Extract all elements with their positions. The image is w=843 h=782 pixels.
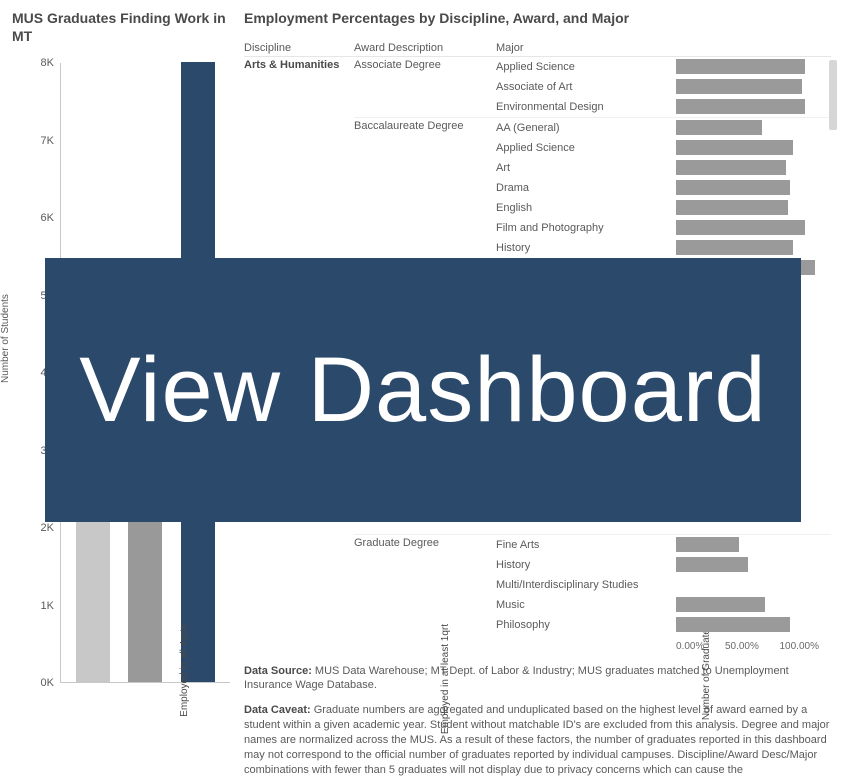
hbar [676, 220, 805, 235]
bar-chart-xaxis: Employed in all 4qrts Employed in at leas… [48, 624, 843, 734]
major-row[interactable]: Associate of Art [496, 77, 831, 97]
major-label: Associate of Art [496, 81, 676, 93]
hbar [676, 160, 786, 175]
hbar [676, 537, 739, 552]
hbar-cell [676, 537, 831, 552]
major-label: Drama [496, 182, 676, 194]
hbar-cell [676, 220, 831, 235]
award-block: Graduate DegreeFine Arts History Multi/Int… [354, 534, 831, 635]
hbar-cell [676, 617, 831, 632]
major-row[interactable]: English [496, 198, 831, 218]
header-bar [676, 42, 831, 54]
major-row[interactable]: Music [496, 595, 831, 615]
hbar [676, 180, 790, 195]
major-label: Environmental Design [496, 101, 676, 113]
major-label: English [496, 202, 676, 214]
hbar-cell [676, 200, 831, 215]
hbar-cell [676, 160, 831, 175]
hbar-cell [676, 99, 831, 114]
bar-xlabel: Number of Graduates [690, 624, 724, 734]
award-label: Associate Degree [354, 57, 496, 117]
header-major: Major [496, 42, 676, 54]
major-label: Applied Science [496, 61, 676, 73]
left-chart-title: MUS Graduates Finding Work in MT [12, 10, 230, 45]
major-row[interactable]: Fine Arts [496, 535, 831, 555]
hbar [676, 557, 748, 572]
major-label: Fine Arts [496, 539, 676, 551]
view-dashboard-overlay[interactable]: View Dashboard [45, 258, 801, 522]
ytick: 6K [41, 212, 54, 224]
hbar [676, 617, 790, 632]
major-rows: Applied Science Associate of Art Environme… [496, 57, 831, 117]
major-label: History [496, 559, 676, 571]
ytick: 2K [41, 522, 54, 534]
major-row[interactable]: History [496, 238, 831, 258]
ytick: 8K [41, 57, 54, 69]
major-row[interactable]: Art [496, 158, 831, 178]
major-label: Multi/Interdisciplinary Studies [496, 579, 676, 591]
hbar-cell [676, 597, 831, 612]
bar-xlabel: Employed in at least 1qrt [429, 624, 463, 734]
hbar-cell [676, 59, 831, 74]
header-award: Award Description [354, 42, 496, 54]
major-label: Film and Photography [496, 222, 676, 234]
table-header: Discipline Award Description Major [244, 42, 831, 54]
major-label: History [496, 242, 676, 254]
major-label: Art [496, 162, 676, 174]
major-row[interactable]: Applied Science [496, 138, 831, 158]
ytick: 7K [41, 135, 54, 147]
hbar-cell [676, 240, 831, 255]
hbar-cell [676, 180, 831, 195]
award-block: Baccalaureate DegreeAA (General) Applied … [354, 117, 831, 278]
major-row[interactable]: Drama [496, 178, 831, 198]
award-block: Associate DegreeApplied Science Associate… [354, 57, 831, 117]
major-row[interactable]: Multi/Interdisciplinary Studies [496, 575, 831, 595]
major-label: Applied Science [496, 142, 676, 154]
hbar-cell [676, 140, 831, 155]
hbar [676, 120, 762, 135]
award-label: Graduate Degree [354, 535, 496, 635]
hbar [676, 200, 788, 215]
hbar-cell [676, 120, 831, 135]
major-row[interactable]: Environmental Design [496, 97, 831, 117]
bar-xlabel: Employed in all 4qrts [168, 624, 202, 734]
hbar [676, 99, 805, 114]
hbar [676, 59, 805, 74]
hbar-cell [676, 79, 831, 94]
major-row[interactable]: AA (General) [496, 118, 831, 138]
bar-chart-ylabel: Number of Students [0, 294, 11, 383]
hbar [676, 79, 802, 94]
hbar [676, 140, 793, 155]
hbar [676, 240, 793, 255]
header-discipline: Discipline [244, 42, 354, 54]
major-row[interactable]: History [496, 555, 831, 575]
major-rows: Fine Arts History Multi/Interdisciplinary … [496, 535, 831, 635]
right-panel-title: Employment Percentages by Discipline, Aw… [244, 10, 831, 28]
major-label: Music [496, 599, 676, 611]
major-row[interactable]: Film and Photography [496, 218, 831, 238]
major-row[interactable]: Applied Science [496, 57, 831, 77]
ytick: 1K [41, 600, 54, 612]
view-dashboard-label: View Dashboard [79, 338, 766, 443]
award-label: Baccalaureate Degree [354, 118, 496, 278]
hbar-cell [676, 577, 831, 592]
hbar-cell [676, 557, 831, 572]
scrollbar-thumb[interactable] [829, 60, 837, 130]
major-rows: AA (General) Applied Science Art Drama Engli… [496, 118, 831, 278]
hbar [676, 597, 765, 612]
major-label: AA (General) [496, 122, 676, 134]
